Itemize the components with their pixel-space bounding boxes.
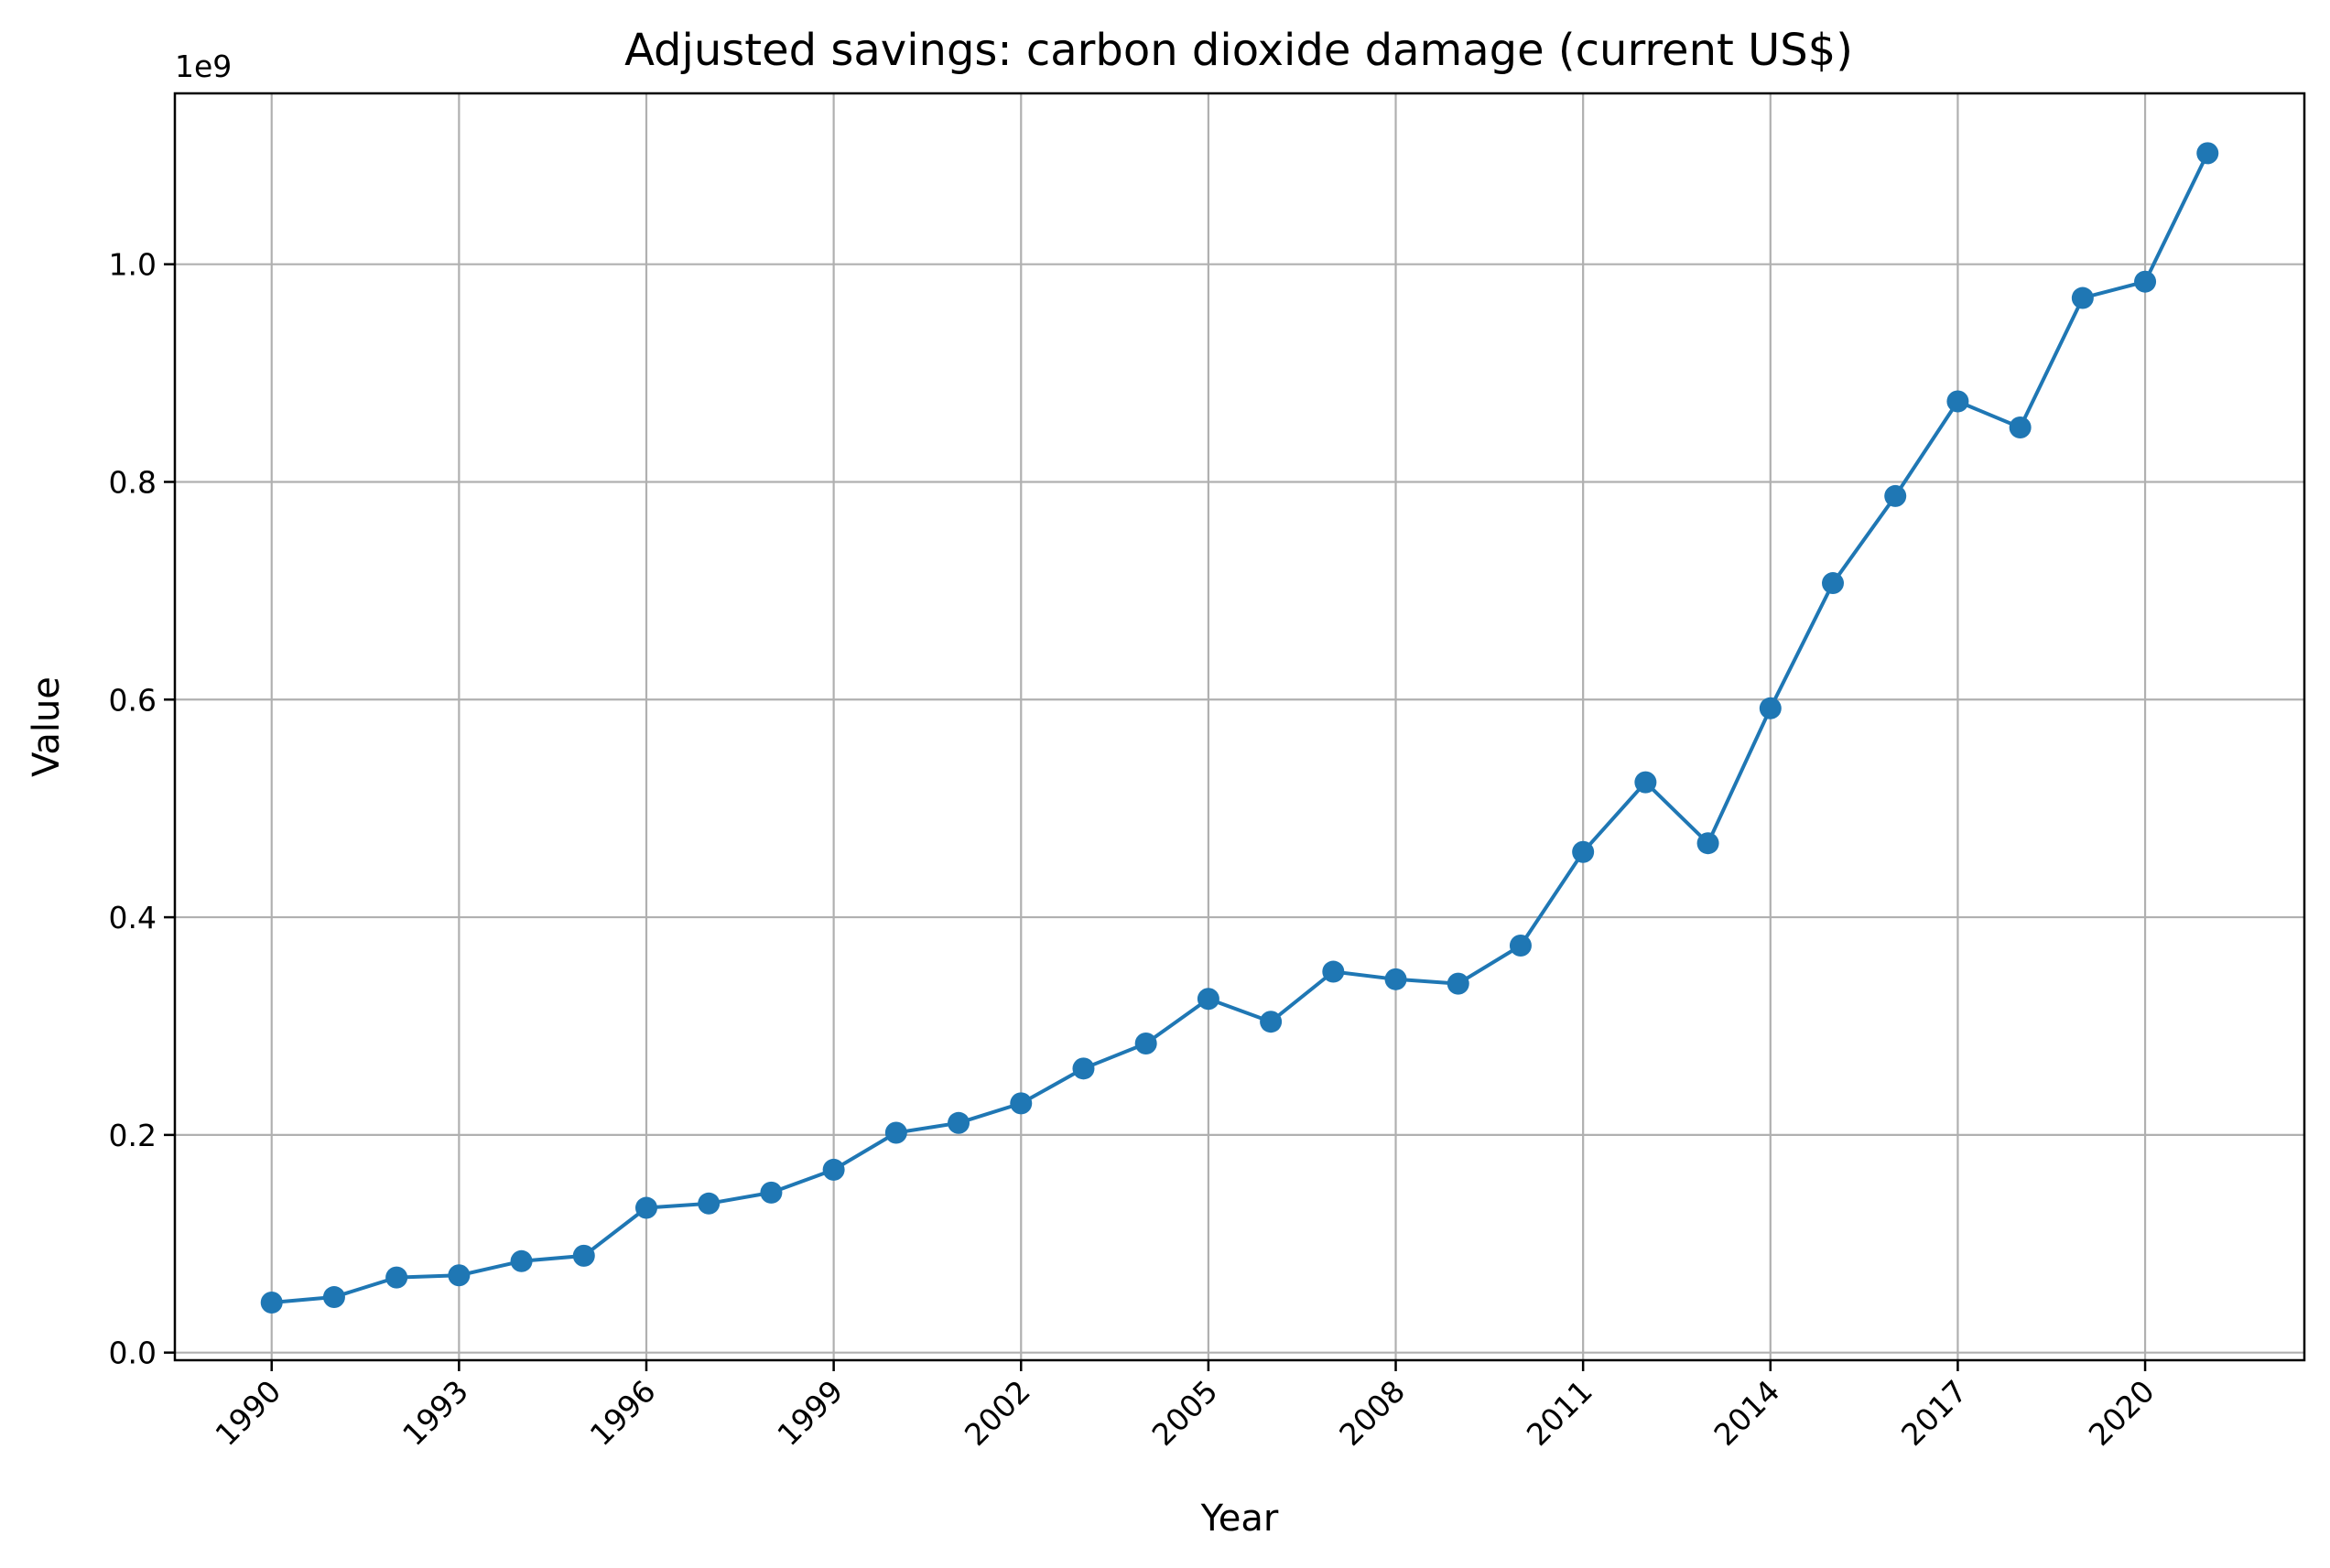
y-tick-label: 0.0 (109, 1336, 157, 1371)
data-point (510, 1249, 533, 1272)
y-tick-label: 0.4 (109, 900, 157, 935)
data-point (448, 1264, 471, 1287)
data-point (1072, 1057, 1095, 1080)
axis-ticks: 1990 1993 1996 1999 2002 2005 2008 2011 2014 2017… (109, 247, 2162, 1453)
data-point (822, 1158, 845, 1181)
data-point (1134, 1033, 1157, 1054)
data-point (1322, 960, 1345, 983)
x-tick-label: 2020 (2082, 1373, 2162, 1453)
x-tick-label: 1990 (208, 1373, 287, 1453)
data-point (385, 1266, 408, 1289)
x-axis-label: Year (1200, 1498, 1279, 1540)
x-tick-label: 2011 (1520, 1373, 1599, 1453)
data-point (572, 1244, 595, 1267)
x-tick-label: 1996 (583, 1373, 663, 1453)
x-tick-label: 2005 (1145, 1373, 1225, 1453)
x-tick-label: 2014 (1707, 1373, 1786, 1453)
data-point (1260, 1011, 1283, 1033)
data-series (260, 142, 2219, 1314)
data-point (1572, 840, 1595, 863)
data-point (1197, 988, 1219, 1011)
y-tick-label: 0.6 (109, 682, 157, 718)
data-point (1696, 832, 1719, 855)
data-point (2134, 270, 2157, 293)
series-line (271, 152, 2210, 1304)
grid-lines (175, 93, 2304, 1360)
x-tick-label: 2002 (958, 1373, 1037, 1453)
plot-frame (173, 92, 2306, 1362)
y-axis-label: Value (26, 676, 68, 777)
x-tick-label: 1999 (770, 1373, 850, 1453)
x-tick-label: 2017 (1894, 1373, 1974, 1453)
data-point (948, 1111, 970, 1134)
chart-title: Adjusted savings: carbon dioxide damage … (624, 25, 1853, 76)
data-point (1884, 484, 1907, 507)
data-point (1509, 934, 1532, 957)
data-point (1946, 390, 1969, 413)
data-point (1010, 1092, 1033, 1115)
y-axis-offset-label: 1e9 (175, 49, 232, 84)
data-point (634, 1196, 657, 1219)
x-tick-label: 1993 (396, 1373, 475, 1453)
data-point (2009, 416, 2032, 439)
data-point (2196, 142, 2219, 165)
data-point (1384, 968, 1407, 990)
data-point (1634, 771, 1657, 794)
x-tick-label: 2008 (1332, 1373, 1412, 1453)
y-tick-label: 1.0 (109, 247, 157, 283)
data-point (760, 1181, 783, 1204)
data-point (1447, 972, 1469, 995)
data-point (884, 1121, 907, 1144)
y-tick-label: 0.2 (109, 1118, 157, 1153)
data-point (260, 1291, 283, 1314)
data-point (1759, 697, 1782, 719)
data-point (1822, 572, 1845, 595)
data-point (2071, 287, 2094, 309)
data-point (322, 1286, 345, 1309)
data-point (698, 1192, 721, 1215)
y-tick-label: 0.8 (109, 464, 157, 500)
